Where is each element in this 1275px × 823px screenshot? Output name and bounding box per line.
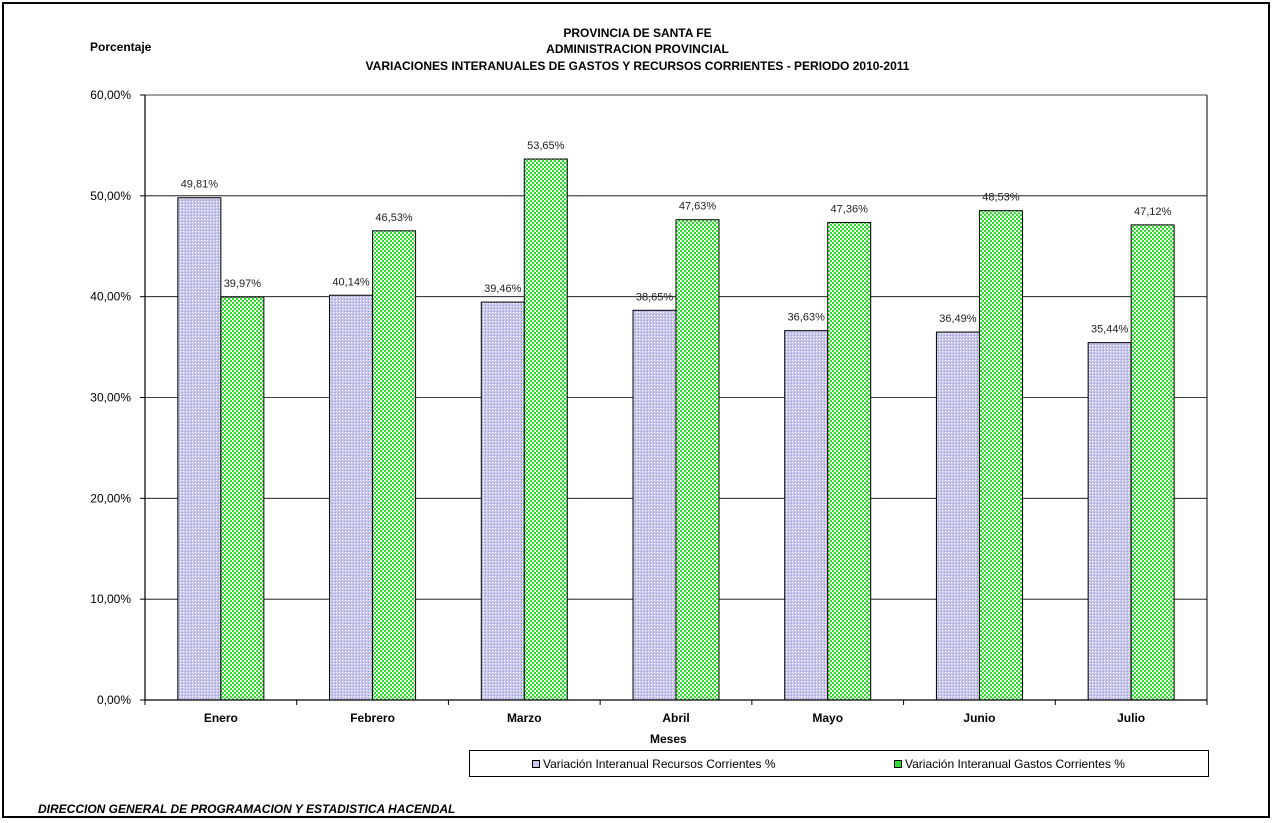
data-label: 47,12%: [1134, 206, 1172, 218]
data-label: 47,36%: [831, 203, 869, 215]
legend-swatch-gastos: [894, 760, 902, 768]
bar-gastos: [675, 219, 720, 701]
data-label: 48,53%: [982, 192, 1020, 204]
data-label: 46,53%: [375, 212, 413, 224]
data-label: 39,97%: [224, 278, 262, 290]
bar-recursos: [177, 197, 222, 701]
chart-title-line3: VARIACIONES INTERANUALES DE GASTOS Y REC…: [365, 59, 910, 73]
bar-gastos: [1130, 224, 1175, 701]
data-label: 36,49%: [939, 313, 977, 325]
bar-gastos: [827, 221, 872, 701]
bars-group: [177, 158, 1175, 701]
footer-source: DIRECCION GENERAL DE PROGRAMACION Y ESTA…: [38, 802, 456, 816]
x-tick-label: Junio: [963, 711, 995, 725]
axes-group: [140, 94, 1208, 705]
x-tick-label: Mayo: [812, 711, 843, 725]
y-tick-label: 50,00%: [90, 189, 131, 203]
y-tick-label: 20,00%: [90, 491, 131, 505]
x-tick-label: Marzo: [507, 711, 542, 725]
data-label: 53,65%: [527, 140, 565, 152]
y-tick-label: 10,00%: [90, 592, 131, 606]
data-label: 39,46%: [484, 283, 522, 295]
bar-gastos: [523, 158, 568, 701]
data-label: 38,65%: [636, 291, 674, 303]
y-axis-label: Porcentaje: [90, 40, 152, 54]
bar-recursos: [784, 330, 829, 701]
legend-item-gastos: Variación Interanual Gastos Corrientes %: [894, 757, 1125, 771]
data-label: 49,81%: [181, 179, 219, 191]
x-tick-label: Julio: [1117, 711, 1145, 725]
bar-recursos: [632, 309, 677, 701]
bar-gastos: [220, 296, 265, 701]
y-tick-label: 30,00%: [90, 391, 131, 405]
bar-gastos: [372, 230, 417, 701]
y-tick-label: 40,00%: [90, 290, 131, 304]
x-tick-label: Enero: [204, 711, 238, 725]
bar-recursos: [935, 331, 980, 701]
chart-title-line2: ADMINISTRACION PROVINCIAL: [546, 42, 729, 56]
labels-group: 0,00% 10,00% 20,00% 30,00% 40,00% 50,00% 60,00…: [90, 88, 1171, 725]
legend-label-gastos: Variación Interanual Gastos Corrientes %: [905, 757, 1125, 771]
legend-label-recursos: Variación Interanual Recursos Corrientes…: [543, 757, 776, 771]
data-label: 40,14%: [332, 276, 370, 288]
y-tick-label: 60,00%: [90, 88, 131, 102]
x-axis-label: Meses: [650, 732, 687, 746]
x-tick-label: Abril: [662, 711, 689, 725]
bar-gastos: [978, 210, 1023, 701]
legend-swatch-recursos: [532, 760, 540, 768]
chart-title-line1: PROVINCIA DE SANTA FE: [563, 26, 712, 40]
x-tick-label: Febrero: [350, 711, 395, 725]
bar-recursos: [1087, 342, 1132, 701]
chart-legend: Variación Interanual Recursos Corrientes…: [469, 750, 1209, 777]
data-label: 36,63%: [788, 312, 826, 324]
bar-recursos: [480, 301, 525, 701]
bar-recursos: [329, 294, 374, 701]
data-label: 47,63%: [679, 201, 717, 213]
legend-item-recursos: Variación Interanual Recursos Corrientes…: [532, 757, 776, 771]
y-tick-label: 0,00%: [97, 693, 131, 707]
data-label: 35,44%: [1091, 324, 1129, 336]
